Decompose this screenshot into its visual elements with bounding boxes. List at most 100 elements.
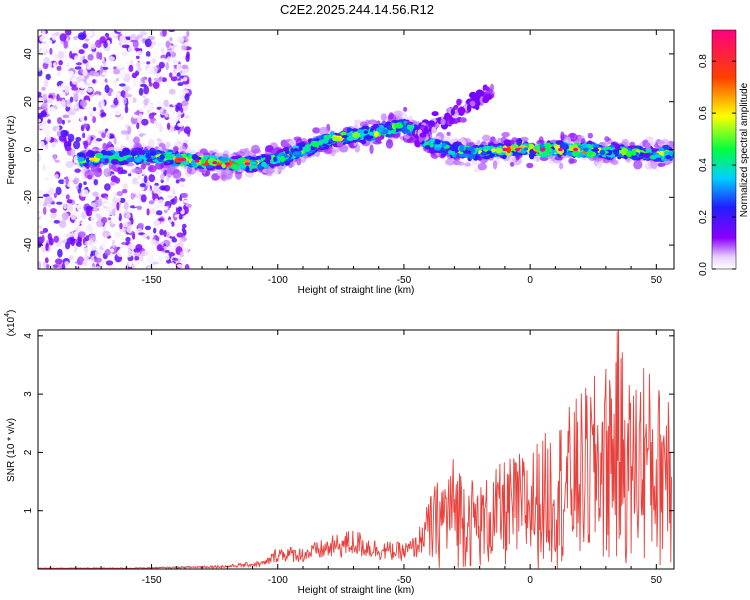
heatmap-noise-cell [147, 106, 153, 115]
heatmap-noise-cell [78, 182, 83, 189]
heatmap-ridge-cell [462, 150, 472, 154]
heatmap-branch-cell [457, 107, 466, 115]
heatmap-noise-cell [65, 194, 70, 200]
heatmap-noise-cell [65, 146, 72, 152]
heatmap-noise-cell [154, 182, 159, 187]
heatmap-noise-cell [120, 130, 128, 135]
heatmap-noise-cell [77, 231, 86, 238]
heatmap-ridge-cell [467, 152, 476, 160]
heatmap-halo-cell [464, 162, 471, 167]
heatmap-noise-cell [84, 241, 88, 247]
heatmap-noise-cell [71, 128, 80, 137]
heatmap-noise-cell [106, 130, 110, 140]
heatmap-noise-cell [128, 242, 135, 249]
heatmap-noise-cell [125, 132, 130, 141]
heatmap-noise-cell [94, 94, 101, 103]
heatmap-halo-cell [235, 151, 246, 157]
heatmap-noise-cell [67, 133, 75, 143]
heatmap-noise-cell [134, 255, 140, 261]
heatmap-noise-cell [125, 249, 133, 258]
heatmap-ridge-cell [230, 156, 239, 160]
heatmap-noise-cell [59, 33, 67, 42]
heatmap-noise-cell [56, 65, 62, 71]
heatmap-noise-cell [82, 69, 88, 76]
heatmap-halo-cell [165, 141, 171, 150]
heatmap-noise-cell [83, 254, 88, 262]
heatmap-halo-cell [595, 159, 603, 169]
heatmap-noise-cell [170, 51, 176, 58]
heatmap-noise-cell [69, 96, 74, 103]
heatmap-noise-cell [152, 185, 161, 193]
heatmap-ridge-cell [482, 146, 491, 150]
heatmap-noise-cell [147, 255, 155, 264]
heatmap-noise-cell [104, 84, 110, 94]
x-tick-label: -150 [142, 275, 162, 286]
heatmap-noise-cell [128, 64, 134, 72]
heatmap-ridge-cell [126, 157, 135, 163]
heatmap-noise-cell [139, 183, 146, 188]
heatmap-ridge-cell [599, 149, 606, 156]
heatmap-noise-cell [45, 196, 53, 203]
heatmap-noise-cell [86, 78, 92, 84]
heatmap-noise-cell [52, 264, 59, 269]
heatmap-noise-cell [71, 77, 77, 83]
heatmap-noise-cell [177, 36, 185, 44]
heatmap-noise-cell [74, 168, 81, 173]
heatmap-noise-cell [158, 61, 165, 69]
heatmap-noise-cell [168, 88, 176, 95]
heatmap-noise-cell [163, 99, 169, 108]
heatmap-noise-cell [103, 40, 108, 49]
heatmap-ridge-cell [572, 150, 580, 157]
heatmap-noise-cell [183, 204, 187, 211]
heatmap-noise-cell [181, 44, 187, 51]
heatmap-noise-cell [109, 98, 114, 106]
heatmap-noise-cell [150, 239, 157, 245]
heatmap-noise-cell [82, 43, 89, 49]
heatmap-peak-cell [573, 147, 579, 152]
heatmap-halo-cell [492, 160, 498, 170]
heatmap-noise-cell [86, 223, 93, 233]
heatmap-halo-cell [84, 169, 94, 179]
heatmap-noise-cell [148, 250, 155, 258]
heatmap-noise-cell [114, 177, 121, 184]
heatmap-ridge-cell [626, 150, 633, 158]
heatmap-ridge-cell [358, 132, 365, 139]
heatmap-noise-cell [155, 30, 159, 36]
heatmap-ridge-cell [650, 148, 659, 152]
heatmap-halo-cell [288, 140, 297, 146]
heatmap-noise-cell [135, 244, 143, 251]
heatmap-noise-cell [56, 124, 60, 132]
heatmap-noise-cell [53, 138, 59, 143]
heatmap-ridge-cell [351, 132, 361, 139]
heatmap-noise-cell [154, 132, 159, 138]
heatmap-noise-cell [79, 114, 85, 122]
heatmap-noise-cell [98, 198, 103, 202]
heatmap-noise-cell [122, 189, 128, 194]
chart-title: C2E2.2025.244.14.56.R12 [280, 2, 434, 17]
heatmap-noise-cell [111, 239, 116, 249]
heatmap-noise-cell [61, 263, 66, 269]
heatmap-noise-cell [179, 177, 186, 182]
heatmap-noise-cell [155, 121, 159, 128]
heatmap-noise-cell [143, 98, 149, 106]
heatmap-noise-cell [136, 200, 141, 205]
heatmap-noise-cell [71, 119, 75, 128]
heatmap-noise-cell [56, 72, 61, 76]
heatmap-ridge-cell [298, 142, 306, 148]
heatmap-noise-cell [41, 235, 45, 243]
heatmap-noise-cell [119, 197, 126, 204]
heatmap-noise-cell [150, 66, 154, 75]
heatmap-noise-cell [145, 51, 151, 58]
heatmap-noise-cell [182, 80, 190, 85]
heatmap-noise-cell [126, 61, 130, 66]
heatmap-noise-cell [54, 159, 60, 163]
heatmap-halo-cell [102, 142, 108, 151]
heatmap-noise-cell [107, 56, 115, 62]
heatmap-ridge-cell [178, 157, 187, 162]
heatmap-noise-cell [160, 173, 165, 181]
heatmap-ridge-cell [654, 154, 662, 158]
heatmap-noise-cell [125, 87, 129, 96]
heatmap-noise-cell [50, 244, 58, 250]
heatmap-noise-cell [72, 263, 79, 269]
heatmap-noise-cell [170, 229, 176, 237]
